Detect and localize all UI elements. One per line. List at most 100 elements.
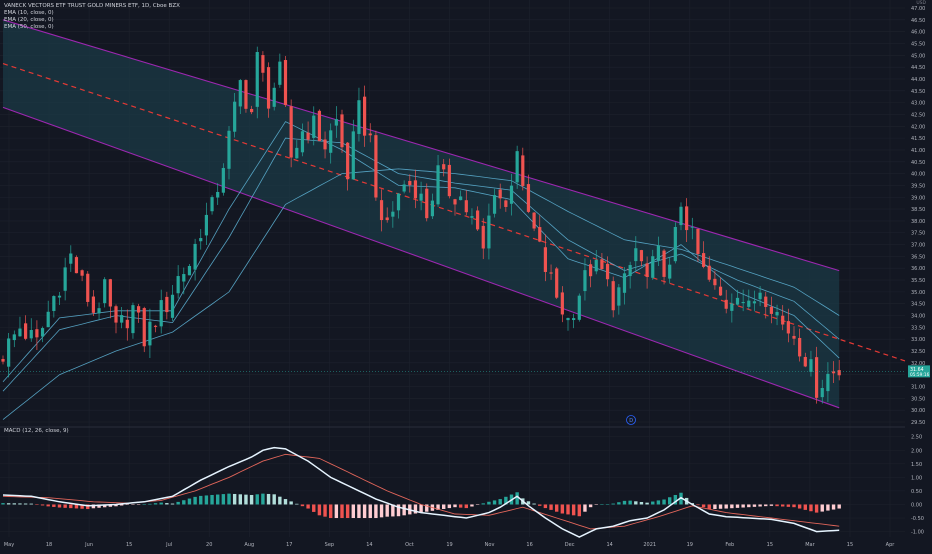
time-tick-label: Jun: [84, 542, 93, 548]
candle-body: [492, 195, 497, 214]
macd-histogram-bar: [272, 494, 276, 505]
candle-body: [685, 206, 689, 231]
candle-body: [600, 259, 604, 270]
macd-histogram-bar: [504, 496, 508, 505]
macd-histogram-bar: [266, 493, 271, 505]
price-tick-label: 32.00: [911, 361, 925, 367]
channel-fill: [3, 19, 840, 408]
macd-histogram-bar: [611, 503, 615, 505]
candle-body: [35, 329, 39, 338]
macd-histogram-bar: [628, 500, 632, 505]
macd-histogram-bar: [374, 504, 378, 519]
macd-histogram-bar: [526, 501, 531, 505]
macd-histogram-bar: [735, 504, 740, 508]
macd-histogram-bar: [639, 501, 644, 505]
macd-histogram-bar: [656, 500, 661, 505]
candle-body: [577, 295, 581, 320]
candle-body: [611, 281, 615, 311]
macd-histogram-bar: [278, 496, 282, 505]
time-tick-label: 2021: [643, 542, 656, 548]
macd-tick-label: 0.00: [911, 502, 922, 508]
price-tick-label: 36.50: [911, 254, 925, 260]
macd-histogram-bar: [80, 504, 84, 509]
macd-histogram-bar: [617, 502, 621, 505]
macd-histogram-bar: [775, 504, 779, 507]
price-tick-label: 30.00: [911, 408, 925, 414]
candle-body: [605, 263, 610, 280]
price-tick-label: 34.00: [911, 314, 925, 320]
macd-histogram-bar: [475, 504, 480, 505]
candle-body: [504, 200, 508, 207]
candle-body: [312, 115, 316, 138]
chart-title[interactable]: VANECK VECTORS ETF TRUST GOLD MINERS ETF…: [4, 3, 180, 9]
candle-body: [289, 106, 293, 158]
candle-body: [419, 193, 423, 201]
macd-tick-label: -1.00: [911, 530, 924, 536]
candle-body: [826, 373, 830, 392]
channel-upper-line: [2, 19, 840, 272]
macd-histogram-bar: [142, 504, 146, 505]
macd-histogram-bar: [159, 502, 163, 505]
candle-body: [18, 328, 22, 337]
price-tick-label: 31.00: [911, 385, 925, 391]
candle-body: [374, 135, 378, 198]
ema-line-3: [2, 168, 840, 420]
macd-histogram-bar: [204, 495, 209, 505]
macd-pane: 2.50 2.00 1.50 1.00 0.50 0.00 -0.50 -1.00: [0, 435, 924, 538]
candle-body: [481, 225, 485, 249]
macd-histogram-bar: [814, 504, 819, 513]
macd-histogram-bar: [23, 503, 28, 505]
macd-histogram-bar: [232, 493, 237, 505]
macd-histogram-bar: [103, 504, 107, 508]
macd-histogram-bar: [289, 501, 293, 505]
time-tick-label: 15: [767, 542, 773, 548]
macd-line: [2, 446, 840, 538]
price-tick-label: 41.00: [911, 148, 925, 154]
price-tick-label: 37.50: [911, 231, 925, 237]
macd-histogram-bar: [300, 504, 305, 507]
price-tick-label: 35.50: [911, 278, 925, 284]
candle-body: [622, 273, 627, 293]
macd-histogram-bar: [419, 504, 423, 513]
candle-body: [651, 256, 655, 278]
price-tick-label: 33.50: [911, 325, 925, 331]
price-tick-label: 38.50: [911, 207, 925, 213]
macd-histogram-bar: [741, 504, 745, 508]
candle-body: [442, 164, 446, 170]
ema-50-legend[interactable]: EMA (50, close, 0): [4, 24, 54, 30]
price-tick-label: 40.00: [911, 172, 925, 178]
macd-legend[interactable]: MACD (12, 26, close, 9): [4, 428, 69, 434]
candle-body: [645, 263, 649, 277]
candle-body: [809, 359, 813, 372]
macd-histogram-bar: [63, 504, 67, 508]
candle-body: [696, 228, 700, 254]
macd-histogram-bar: [317, 504, 322, 516]
macd-histogram-bar: [764, 504, 768, 507]
candle-body: [724, 299, 728, 309]
candle-body: [193, 243, 197, 270]
candle-body: [385, 217, 389, 221]
candle-body: [46, 311, 50, 328]
candle-body: [340, 114, 344, 148]
price-tick-label: 43.50: [911, 89, 925, 95]
candle-body: [255, 52, 259, 107]
macd-histogram-bar: [35, 504, 39, 505]
macd-histogram-bar: [396, 504, 401, 517]
macd-tick-label: 1.00: [911, 475, 922, 481]
macd-histogram-bar: [391, 504, 395, 517]
candle-body: [295, 147, 299, 159]
candle-body: [560, 292, 564, 315]
price-tick-label: 47.00: [911, 6, 925, 12]
macd-histogram-bar: [470, 504, 474, 507]
candle-body: [798, 337, 802, 357]
price-tick-label: 32.50: [911, 349, 925, 355]
macd-histogram-bar: [752, 504, 757, 507]
macd-histogram-bar: [283, 499, 288, 505]
candle-body: [323, 139, 327, 150]
ema-10-legend[interactable]: EMA (10, close, 0): [4, 10, 54, 16]
time-tick-label: 17: [286, 542, 292, 548]
candle-body: [526, 184, 531, 212]
ema-20-legend[interactable]: EMA (20, close, 0): [4, 17, 54, 23]
